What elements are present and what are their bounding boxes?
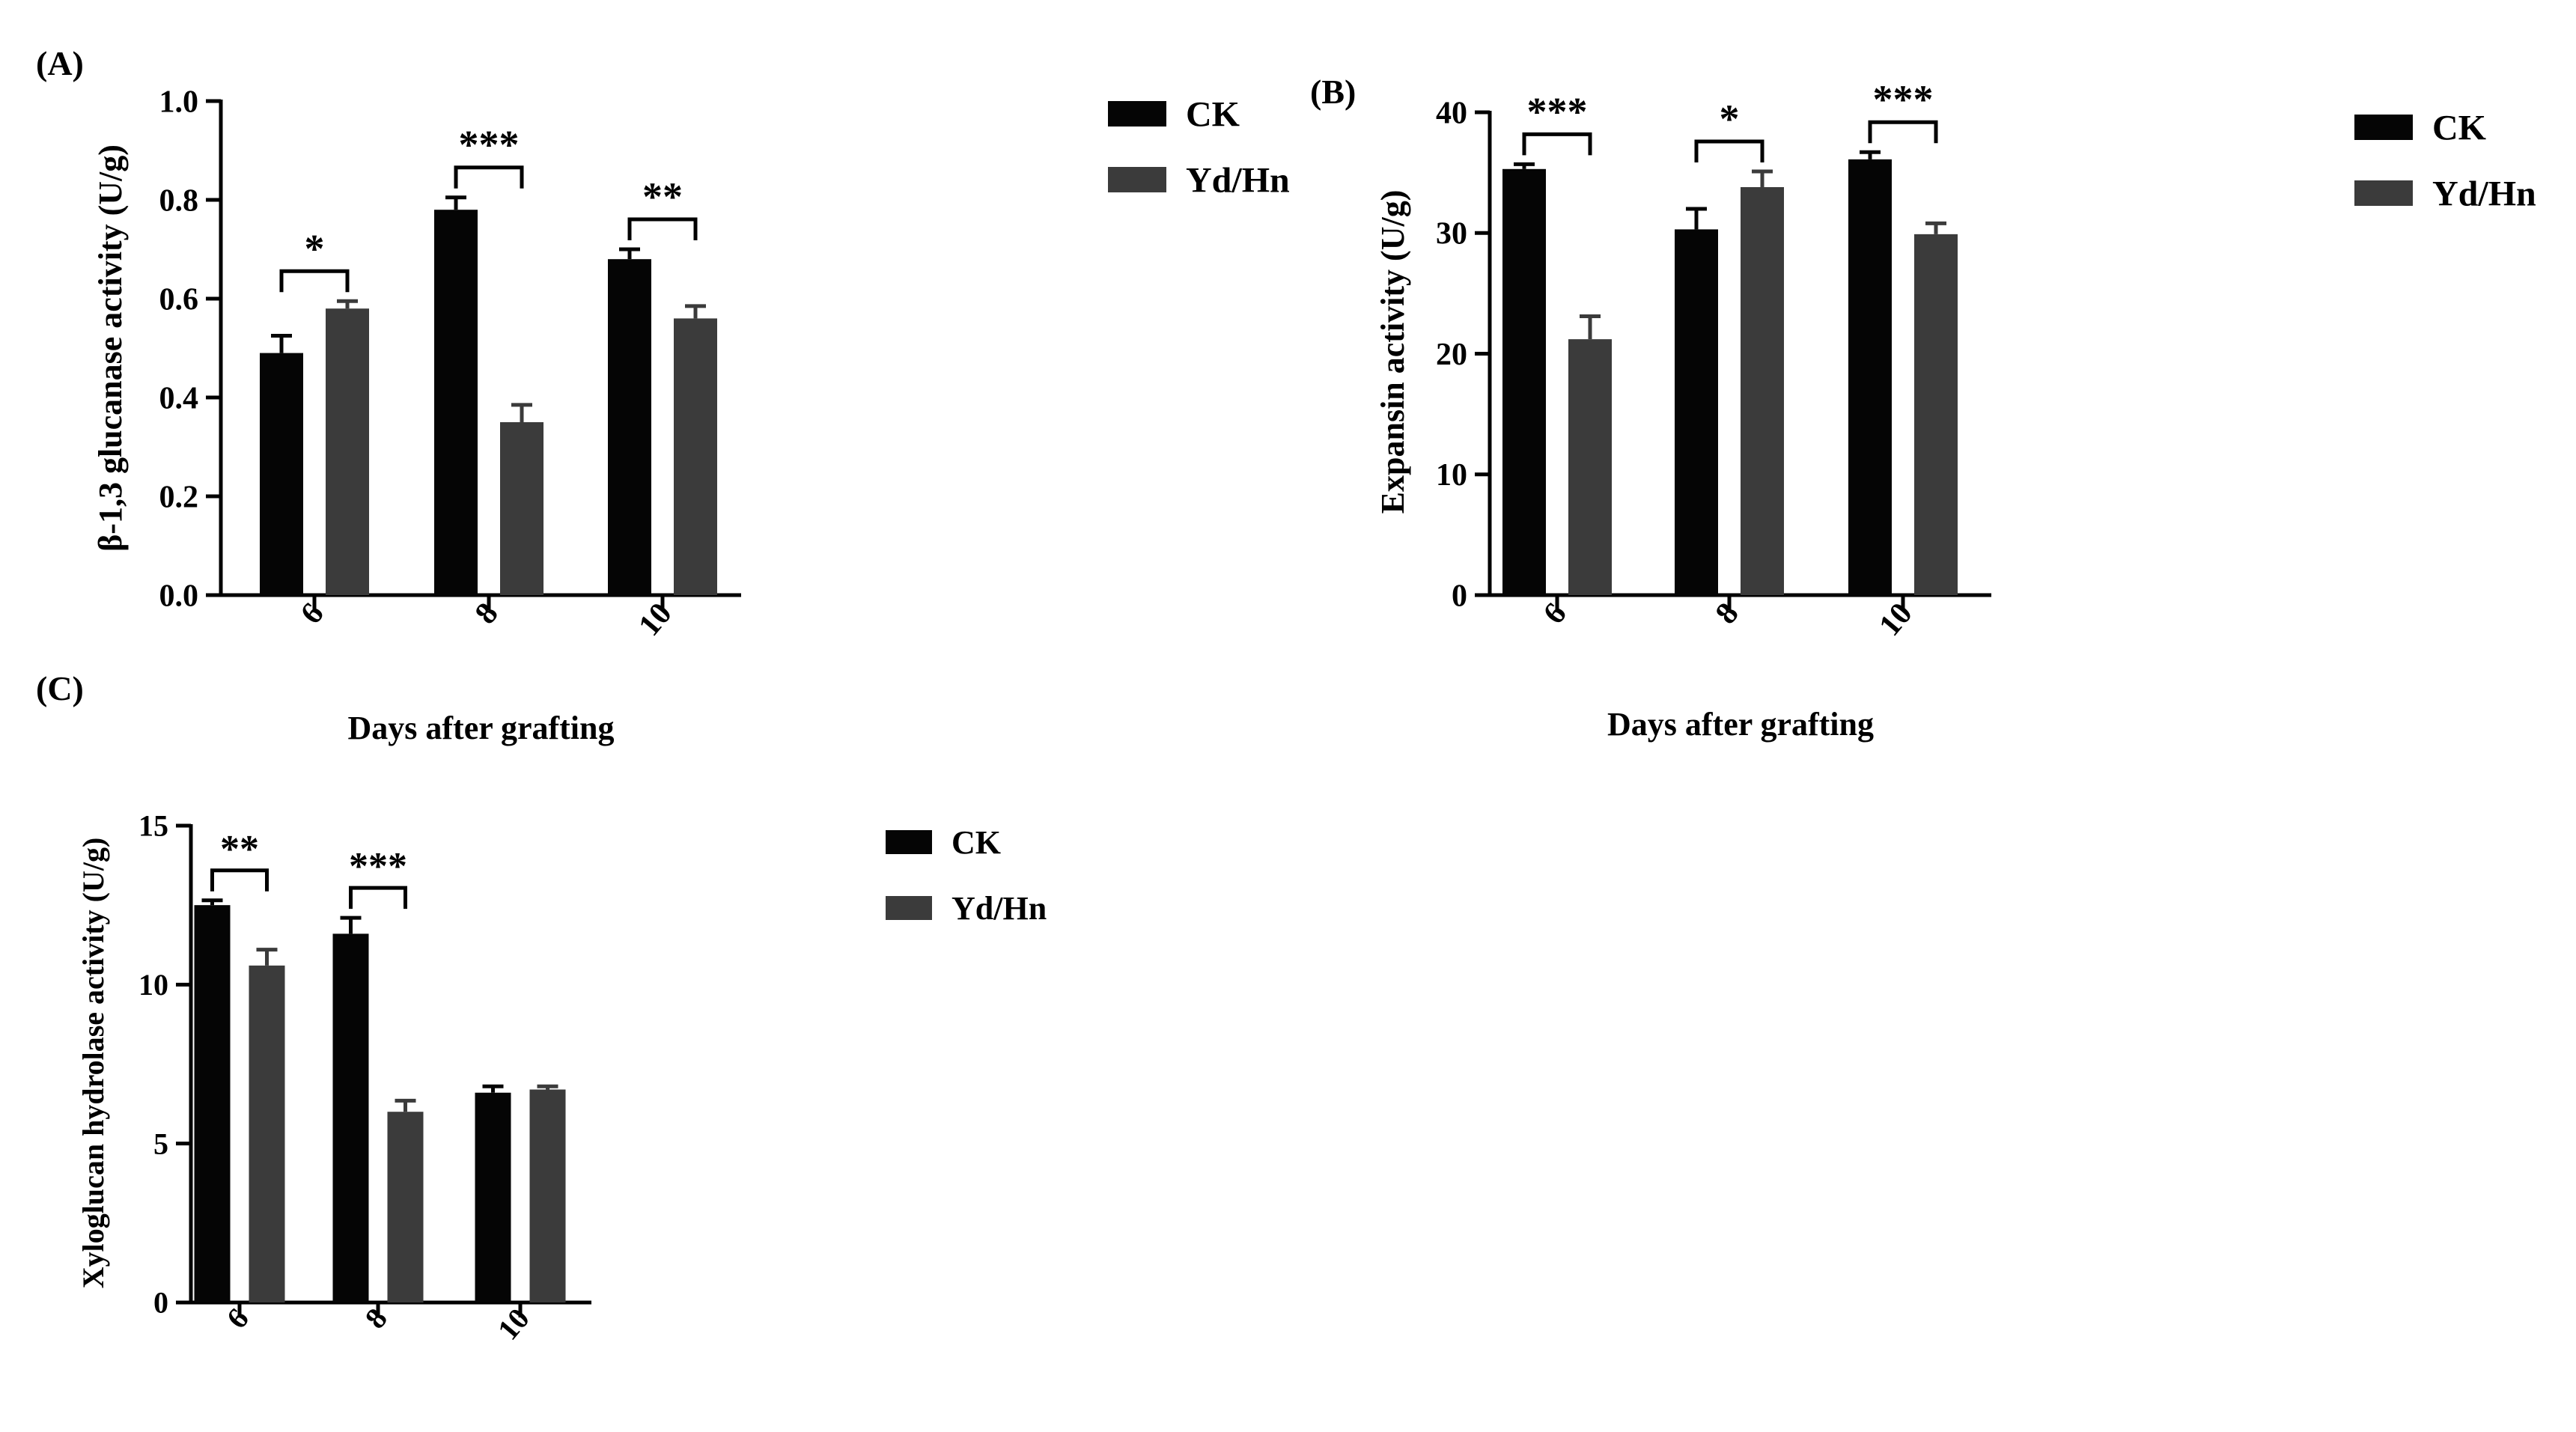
bar (674, 318, 717, 595)
significance-label: *** (349, 845, 407, 888)
x-tick-label: 8 (469, 597, 505, 631)
x-tick-label: 10 (1872, 597, 1919, 643)
bar (332, 933, 369, 1302)
chart-panel: (A) 0.0 0.2 0.4 0.6 0.8 1.0 β-1,3 glucanase act… (36, 44, 1290, 746)
bar (434, 210, 478, 595)
x-tick-label: 6 (294, 597, 331, 631)
significance-bracket (279, 269, 350, 293)
y-axis-label: Expansin activity (U/g) (1374, 190, 1411, 514)
significance-bracket (454, 165, 524, 189)
y-tick-label: 0.0 (159, 579, 199, 613)
x-tick-label: 8 (359, 1302, 394, 1335)
legend-label: Yd/Hn (2432, 174, 2536, 213)
significance-label: *** (1527, 89, 1588, 134)
panel-label: (B) (1310, 73, 1356, 111)
bar (1914, 234, 1958, 595)
y-tick-label: 0.8 (159, 183, 199, 218)
legend-label: CK (1186, 94, 1240, 134)
bar (529, 1089, 566, 1302)
y-tick-label: 10 (1436, 458, 1467, 493)
y-axis-label: Xyloglucan hydrolase activity (U/g) (76, 838, 110, 1289)
bar (260, 353, 303, 595)
bar (1502, 168, 1546, 596)
legend-swatch (2354, 115, 2413, 140)
x-tick-label: 6 (220, 1302, 255, 1335)
significance-label: *** (459, 123, 520, 168)
bar (500, 422, 543, 595)
legend-swatch (886, 830, 932, 854)
y-tick-label: 15 (138, 809, 168, 843)
y-tick-label: 0.2 (159, 480, 199, 514)
significance-bracket (1694, 139, 1764, 163)
significance-bracket (627, 217, 698, 240)
significance-label: * (1720, 97, 1740, 141)
legend-swatch (2354, 180, 2413, 206)
significance-bracket (349, 886, 407, 910)
legend-label: Yd/Hn (1186, 160, 1290, 200)
legend-swatch (886, 896, 932, 920)
y-axis-label: β-1,3 glucanase activity (U/g) (92, 144, 129, 552)
bar (1675, 229, 1718, 595)
bar (194, 905, 231, 1302)
y-tick-label: 0.4 (159, 381, 199, 415)
bar (326, 308, 369, 595)
bar (475, 1092, 511, 1302)
y-tick-label: 20 (1436, 338, 1467, 372)
y-tick-label: 5 (153, 1127, 168, 1160)
y-tick-label: 10 (138, 968, 168, 1002)
bar (387, 1112, 424, 1302)
x-tick-label: 10 (632, 597, 678, 643)
y-tick-label: 40 (1436, 96, 1467, 130)
chart-panel: (B) 0 10 20 30 40 Expansin activity (U/g) Days … (1310, 73, 2536, 743)
bar (608, 259, 651, 595)
x-axis-label: Days after grafting (1607, 706, 1874, 743)
y-tick-label: 0 (153, 1286, 168, 1320)
x-tick-label: 10 (491, 1302, 536, 1347)
significance-label: * (305, 226, 325, 271)
significance-label: *** (1873, 77, 1934, 122)
legend-label: CK (2432, 108, 2486, 147)
y-tick-label: 0.6 (159, 282, 199, 317)
x-tick-label: 8 (1709, 597, 1746, 631)
significance-bracket (210, 868, 269, 892)
legend-label: CK (951, 824, 1001, 861)
bar (1741, 186, 1784, 596)
x-tick-label: 6 (1537, 597, 1574, 631)
y-tick-label: 0 (1452, 579, 1467, 613)
significance-label: ** (642, 174, 683, 219)
significance-bracket (1868, 120, 1938, 144)
significance-label: ** (220, 828, 259, 871)
panel-label: (A) (36, 44, 84, 82)
significance-bracket (1522, 132, 1592, 156)
panel-label: (C) (36, 669, 84, 707)
y-tick-label: 30 (1436, 217, 1467, 252)
y-tick-label: 1.0 (159, 85, 199, 119)
legend-label: Yd/Hn (951, 890, 1047, 927)
legend-swatch (1108, 167, 1166, 192)
bar (249, 965, 285, 1302)
chart-panel: (C) 0 5 10 15 Xyloglucan hydrolase activity (… (36, 669, 1047, 1346)
legend-swatch (1108, 101, 1166, 127)
bar (1568, 339, 1612, 595)
x-axis-label: Days after grafting (348, 710, 615, 746)
bar (1848, 159, 1892, 595)
